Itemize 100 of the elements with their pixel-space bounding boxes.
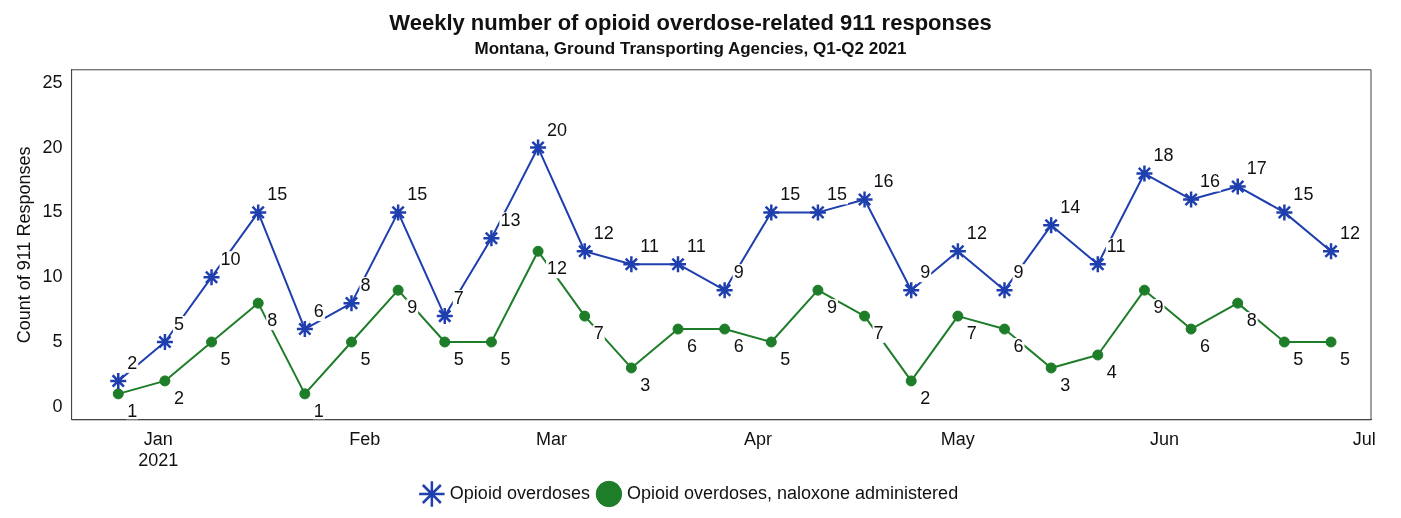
data-label: 2	[127, 352, 138, 373]
point	[439, 336, 451, 348]
data-label: 3	[640, 374, 651, 395]
data-label: 15	[407, 184, 428, 205]
point	[1228, 177, 1247, 196]
data-label: 8	[1246, 310, 1257, 331]
data-label: 5	[500, 348, 511, 369]
point	[248, 203, 268, 222]
point	[159, 375, 171, 387]
x-tick-label: Jun	[1149, 428, 1179, 449]
point	[485, 336, 497, 348]
data-label: 6	[1013, 336, 1024, 357]
x-tick-label: Jan 2021	[138, 428, 179, 471]
point	[672, 323, 684, 335]
y-tick-label: 25	[42, 71, 63, 92]
point	[575, 242, 594, 261]
data-label: 9	[1013, 262, 1024, 283]
point	[762, 203, 781, 222]
data-label: 12	[966, 223, 987, 244]
point	[1135, 164, 1154, 183]
point	[206, 336, 218, 348]
point	[1321, 242, 1341, 261]
data-label: 8	[267, 310, 278, 331]
data-label: 7	[873, 323, 884, 344]
point	[1092, 349, 1104, 361]
data-label: 15	[826, 184, 847, 205]
point	[765, 336, 777, 348]
data-label: 15	[267, 184, 288, 205]
data-label: 6	[1200, 336, 1211, 357]
data-label: 9	[733, 262, 744, 283]
point	[342, 293, 361, 313]
legend-label: Opioid overdoses	[449, 482, 590, 503]
point	[625, 362, 637, 374]
point	[952, 310, 964, 322]
chart-subtitle: Montana, Ground Transporting Agencies, Q1-Q2 2021	[474, 39, 907, 59]
data-label: 5	[780, 348, 791, 369]
data-label: 11	[1106, 236, 1126, 257]
data-label: 17	[1246, 158, 1267, 179]
point	[719, 323, 731, 335]
data-label: 6	[687, 336, 698, 357]
y-tick-label: 20	[42, 136, 63, 157]
point	[528, 138, 548, 157]
point	[532, 245, 544, 257]
data-label: 9	[920, 262, 931, 283]
x-tick-label: Feb	[349, 428, 381, 449]
data-label: 14	[1060, 197, 1081, 218]
point	[252, 297, 264, 309]
point	[999, 323, 1011, 335]
point	[855, 190, 874, 209]
point	[435, 306, 455, 326]
y-tick-label: 15	[42, 201, 63, 222]
data-label: 16	[1200, 171, 1221, 192]
data-label: 9	[826, 297, 837, 318]
data-label: 10	[220, 249, 241, 270]
point	[905, 375, 917, 387]
point	[1041, 216, 1061, 235]
point	[202, 267, 221, 287]
point	[392, 284, 404, 296]
point	[812, 284, 824, 296]
point	[995, 280, 1014, 300]
point	[155, 332, 175, 352]
legend-label: Opioid overdoses, naloxone administered	[626, 482, 959, 503]
point	[1181, 190, 1201, 209]
data-label: 1	[313, 400, 324, 421]
data-label: 8	[360, 275, 371, 296]
point	[859, 310, 871, 322]
data-label: 13	[500, 210, 521, 231]
data-label: 1	[127, 400, 138, 421]
data-label: 7	[966, 323, 977, 344]
point	[622, 254, 641, 274]
x-tick-label: Mar	[535, 428, 567, 449]
data-label: 5	[220, 348, 231, 369]
point	[109, 371, 128, 391]
point	[1045, 362, 1057, 374]
data-label: 16	[873, 171, 894, 192]
data-label: 7	[593, 323, 604, 344]
data-label: 6	[313, 301, 324, 322]
data-label: 2	[920, 387, 931, 408]
data-label: 9	[407, 297, 418, 318]
point	[388, 203, 408, 222]
x-tick-label: May	[940, 428, 975, 449]
point	[1088, 254, 1108, 274]
point	[299, 388, 311, 400]
data-label: 2	[173, 387, 184, 408]
point	[1275, 203, 1294, 222]
point	[1185, 323, 1197, 335]
point	[579, 310, 591, 322]
data-label: 12	[547, 258, 568, 279]
data-label: 15	[780, 184, 801, 205]
data-label: 5	[1340, 348, 1351, 369]
chart-title: Weekly number of opioid overdose-related 911 responses	[389, 10, 992, 36]
point	[1232, 297, 1244, 309]
y-tick-label: 5	[52, 330, 63, 351]
point	[1278, 336, 1290, 348]
x-tick-label: Apr	[743, 428, 772, 449]
point	[345, 336, 357, 348]
point	[808, 203, 828, 222]
data-label: 5	[360, 348, 371, 369]
point	[112, 388, 124, 400]
data-label: 20	[547, 119, 568, 140]
